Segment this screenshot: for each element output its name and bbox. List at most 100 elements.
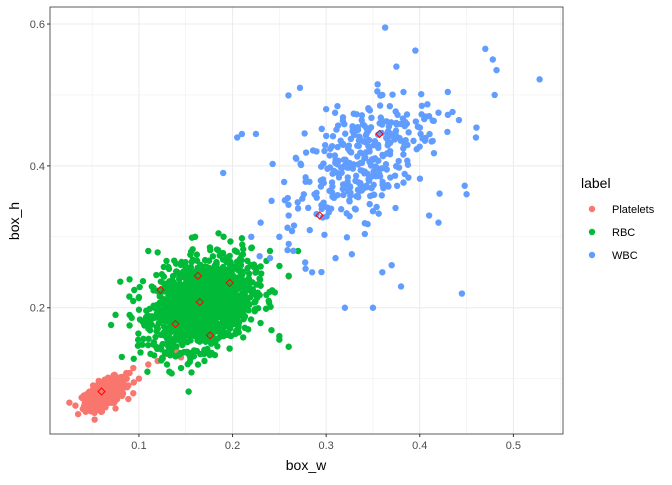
point-wbc xyxy=(418,111,425,118)
point-rbc xyxy=(135,330,142,337)
point-wbc xyxy=(425,212,433,219)
point-wbc xyxy=(379,91,386,99)
point-rbc xyxy=(197,315,204,322)
point-wbc xyxy=(284,194,291,202)
point-rbc xyxy=(232,304,239,311)
point-platelets xyxy=(100,398,107,405)
point-rbc xyxy=(172,298,179,305)
point-platelets xyxy=(120,380,127,387)
data-points xyxy=(66,24,543,423)
point-rbc xyxy=(241,292,249,299)
point-wbc xyxy=(321,147,328,155)
point-wbc xyxy=(306,178,313,185)
point-rbc xyxy=(156,299,163,306)
point-rbc xyxy=(211,324,218,331)
point-rbc xyxy=(179,341,186,349)
point-wbc xyxy=(370,168,377,175)
point-rbc xyxy=(176,328,183,335)
point-rbc xyxy=(188,369,195,376)
point-platelets xyxy=(93,396,101,404)
point-wbc xyxy=(400,179,407,186)
point-wbc xyxy=(399,115,407,122)
point-wbc xyxy=(392,163,400,170)
point-wbc xyxy=(383,166,390,173)
legend-label-rbc: RBC xyxy=(612,227,635,239)
point-rbc xyxy=(160,332,168,339)
point-wbc xyxy=(341,304,349,311)
point-rbc xyxy=(184,361,191,368)
point-wbc xyxy=(444,111,452,119)
point-platelets xyxy=(79,395,86,402)
point-platelets xyxy=(66,399,73,406)
point-platelets xyxy=(118,392,126,400)
point-platelets xyxy=(126,369,133,377)
point-wbc xyxy=(370,181,377,189)
point-wbc xyxy=(375,157,382,164)
point-platelets xyxy=(125,395,132,403)
y-axis-ticks: 0.2 0.4 0.6 xyxy=(30,19,50,315)
point-platelets xyxy=(107,399,114,406)
point-rbc xyxy=(187,284,195,291)
point-rbc xyxy=(245,270,253,277)
point-wbc xyxy=(354,126,362,133)
point-wbc xyxy=(285,212,292,219)
point-wbc xyxy=(331,152,339,159)
point-wbc xyxy=(302,149,310,156)
x-tick-label: 0.4 xyxy=(412,440,427,452)
point-wbc xyxy=(324,204,331,211)
mean-marker-wbc xyxy=(375,129,384,139)
point-wbc xyxy=(416,143,423,150)
point-rbc xyxy=(186,321,193,329)
point-wbc xyxy=(285,201,292,208)
point-rbc xyxy=(126,311,133,319)
point-wbc xyxy=(366,136,373,144)
point-wbc xyxy=(350,110,357,117)
point-rbc xyxy=(268,287,276,294)
point-wbc xyxy=(319,214,326,221)
point-rbc xyxy=(171,343,179,350)
grid-lines xyxy=(50,7,563,434)
point-rbc xyxy=(217,330,225,338)
legend-key-platelets xyxy=(588,205,596,213)
point-wbc xyxy=(421,137,429,144)
point-wbc xyxy=(463,191,470,198)
point-wbc xyxy=(360,185,368,192)
point-rbc xyxy=(213,260,220,268)
point-wbc xyxy=(349,165,357,172)
point-wbc xyxy=(308,269,316,276)
point-rbc xyxy=(164,337,172,345)
point-wbc xyxy=(489,56,496,63)
point-wbc xyxy=(323,132,330,140)
point-rbc xyxy=(193,280,200,287)
point-rbc xyxy=(176,280,184,287)
point-rbc xyxy=(159,355,166,362)
point-wbc xyxy=(331,109,339,116)
point-wbc xyxy=(394,111,401,119)
point-rbc xyxy=(237,311,245,319)
point-rbc xyxy=(140,319,147,327)
point-wbc xyxy=(401,170,408,178)
point-rbc xyxy=(285,272,292,280)
point-wbc xyxy=(347,192,354,200)
point-wbc xyxy=(365,106,372,113)
point-rbc xyxy=(206,351,213,359)
point-rbc xyxy=(276,262,283,270)
point-wbc xyxy=(280,178,288,186)
point-rbc xyxy=(227,317,235,325)
point-wbc xyxy=(461,182,468,189)
point-rbc xyxy=(154,249,161,256)
point-rbc xyxy=(197,327,204,335)
point-wbc xyxy=(364,126,371,133)
point-wbc xyxy=(294,199,301,206)
point-rbc xyxy=(239,334,247,341)
point-wbc xyxy=(318,201,325,209)
point-wbc xyxy=(424,101,431,108)
point-rbc xyxy=(130,355,137,362)
point-wbc xyxy=(313,148,320,155)
point-rbc xyxy=(221,290,228,298)
point-wbc xyxy=(435,219,442,226)
point-wbc xyxy=(379,181,386,189)
point-platelets xyxy=(121,375,129,382)
point-rbc xyxy=(201,357,208,365)
point-wbc xyxy=(333,169,340,176)
